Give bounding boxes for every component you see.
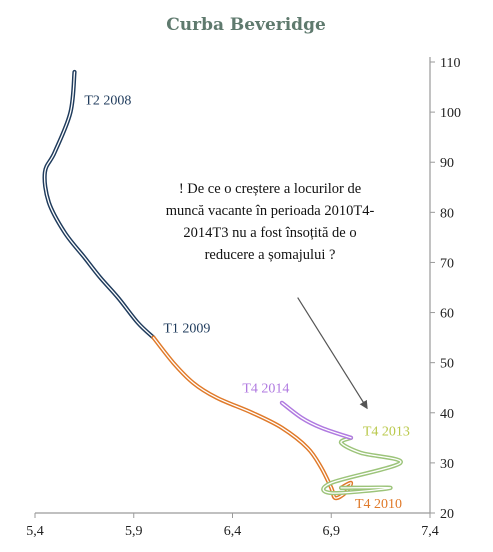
y-tick-label: 110 <box>440 56 460 71</box>
x-tick-label: 6,9 <box>323 524 341 539</box>
annotation-line: muncă vacante în perioada 2010T4- <box>166 203 375 219</box>
annotation: ! De ce o creștere a locurilor de muncă v… <box>166 181 375 410</box>
series-line-inner-1 <box>152 336 352 499</box>
series-line-1 <box>151 335 354 501</box>
y-tick-label: 70 <box>440 256 454 271</box>
y-tick-label: 30 <box>440 457 454 472</box>
series-line-inner-3 <box>281 402 352 439</box>
y-tick-label: 90 <box>440 156 454 171</box>
point-label: T2 2008 <box>84 94 131 109</box>
series-line-inner-0 <box>43 71 155 339</box>
y-tick-label: 40 <box>440 407 454 422</box>
x-tick-label: 5,9 <box>125 524 143 539</box>
x-tick-label: 5,4 <box>26 524 44 539</box>
series-line-2 <box>321 435 403 496</box>
series-line-inner-2 <box>322 437 402 494</box>
series-line-0 <box>42 69 156 340</box>
axes: 5,4 5,9 6,4 6,9 7,420 30 40 50 60 70 80 90 100 110 <box>26 56 461 539</box>
annotation-line: 2014T3 nu a fost însoțită de o <box>183 225 356 241</box>
annotation-line: reducere a șomajului ? <box>205 247 336 263</box>
point-label: T4 2013 <box>363 424 410 439</box>
annotation-arrow <box>297 297 368 410</box>
chart-title: Curba Beveridge <box>166 15 326 35</box>
y-tick-label: 80 <box>440 206 454 221</box>
y-tick-label: 20 <box>440 507 454 522</box>
point-label: T4 2014 <box>242 382 289 397</box>
point-label: T4 2010 <box>355 497 402 512</box>
point-labels: T2 2008 T1 2009 T4 2014 T4 2013 T4 2010 <box>84 94 410 512</box>
x-tick-label: 7,4 <box>421 524 439 539</box>
annotation-line: ! De ce o creștere a locurilor de <box>179 181 361 197</box>
y-tick-label: 60 <box>440 307 454 322</box>
series-group <box>42 69 403 501</box>
y-tick-label: 100 <box>440 106 461 121</box>
x-tick-label: 6,4 <box>224 524 242 539</box>
y-tick-label: 50 <box>440 357 454 372</box>
point-label: T1 2009 <box>163 322 210 337</box>
